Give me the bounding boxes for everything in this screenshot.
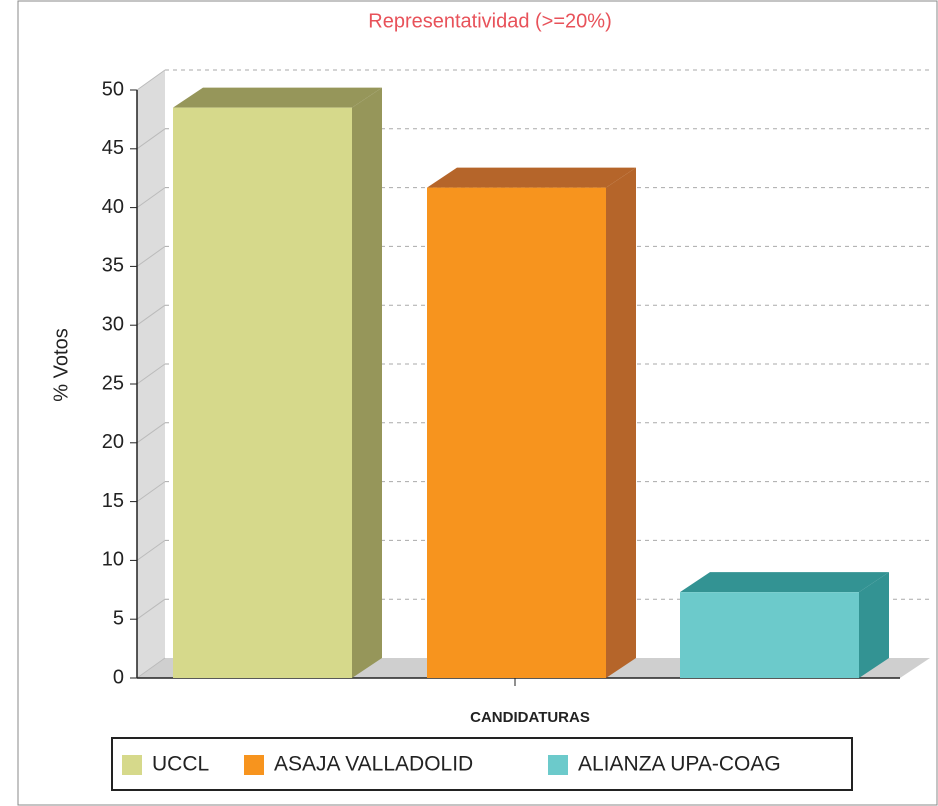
y-tick-label: 5: [113, 607, 124, 629]
legend-swatch: [548, 755, 568, 775]
x-axis-label: CANDIDATURAS: [470, 709, 590, 726]
bar: [173, 107, 352, 678]
tick-connector: [136, 304, 166, 326]
legend-box: [111, 737, 853, 791]
tick-connector: [136, 539, 166, 561]
chart-title: Representatividad (>=20%): [368, 10, 611, 32]
tick-connector: [136, 245, 166, 267]
y-tick-label: 0: [113, 666, 124, 688]
legend-label: ASAJA VALLADOLID: [274, 753, 473, 776]
y-tick-label: 20: [102, 431, 124, 453]
bar-side: [606, 167, 636, 678]
bar-side: [859, 572, 889, 678]
y-tick-label: 45: [102, 137, 124, 159]
legend-label: UCCL: [152, 753, 209, 776]
tick-connector: [136, 69, 166, 91]
tick-connector: [136, 598, 166, 620]
bar-top: [680, 572, 889, 593]
y-axis-label: % Votos: [50, 328, 72, 401]
bar-top: [173, 87, 382, 108]
y-tick-label: 35: [102, 255, 124, 277]
legend-swatch: [122, 755, 142, 775]
bar-side: [352, 87, 382, 678]
tick-connector: [136, 481, 166, 503]
bar-top: [427, 167, 636, 188]
y-tick-label: 30: [102, 313, 124, 335]
legend-label: ALIANZA UPA-COAG: [578, 753, 781, 776]
tick-connector: [136, 187, 166, 209]
tick-connector: [136, 422, 166, 444]
tick-connector: [136, 128, 166, 150]
legend-swatch: [244, 755, 264, 775]
y-tick-label: 15: [102, 490, 124, 512]
chart-border: [17, 0, 938, 806]
tick-connector: [136, 657, 166, 679]
y-tick-label: 25: [102, 372, 124, 394]
bar: [680, 592, 859, 678]
tick-connector: [136, 363, 166, 385]
y-tick-label: 10: [102, 549, 124, 571]
bar: [427, 187, 606, 678]
y-tick-label: 50: [102, 78, 124, 100]
y-tick-label: 40: [102, 196, 124, 218]
